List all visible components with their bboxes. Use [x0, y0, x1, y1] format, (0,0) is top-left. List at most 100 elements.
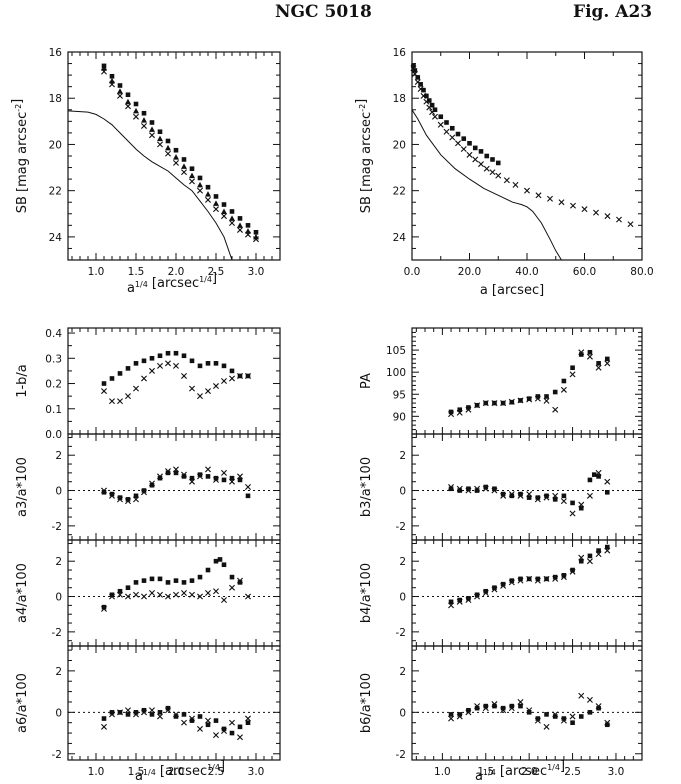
- data-point-cross: [482, 705, 489, 712]
- data-point-cross: [426, 104, 433, 111]
- data-point-square: [149, 712, 155, 717]
- data-point-square: [157, 129, 163, 135]
- data-point-cross: [173, 159, 179, 166]
- data-point-cross: [456, 485, 463, 492]
- data-point-cross: [495, 172, 502, 179]
- y-tick-label: 0: [399, 707, 406, 719]
- data-point-cross: [197, 187, 203, 194]
- data-point-cross: [245, 484, 251, 490]
- data-point-square: [165, 705, 171, 711]
- data-point-square: [205, 722, 211, 728]
- data-point-square: [455, 131, 461, 137]
- data-point-cross: [517, 698, 524, 705]
- data-point-cross: [420, 92, 427, 99]
- data-point-square: [448, 712, 454, 717]
- data-point-square: [229, 209, 235, 214]
- data-point-triangle: [197, 181, 203, 188]
- data-point-square: [544, 493, 549, 499]
- y-tick-label: 18: [393, 93, 406, 105]
- data-point-square: [237, 580, 243, 585]
- data-point-cross: [604, 213, 611, 220]
- y-axis-label: SB [mag arcsec-2]: [10, 99, 30, 214]
- data-point-cross: [149, 707, 155, 714]
- data-point-square: [570, 567, 575, 573]
- data-point-cross: [117, 496, 123, 503]
- plot-frame: [411, 51, 643, 261]
- data-point-cross: [221, 213, 227, 220]
- data-point-square: [490, 157, 495, 162]
- data-point-square: [149, 482, 155, 488]
- data-point-square: [101, 490, 107, 495]
- plot-frame: [411, 539, 643, 647]
- data-point-cross: [101, 605, 107, 612]
- data-point-cross: [552, 575, 559, 582]
- data-point-square: [578, 505, 584, 511]
- data-point-triangle: [205, 191, 211, 197]
- data-point-square: [596, 474, 601, 479]
- data-point-square: [544, 712, 549, 717]
- data-point-triangle: [141, 117, 147, 123]
- data-point-cross: [165, 707, 171, 714]
- data-point-cross: [189, 178, 195, 185]
- x-tick-label: 2.5: [208, 766, 225, 778]
- data-point-square: [412, 68, 418, 73]
- data-point-square: [133, 580, 139, 585]
- data-point-square: [411, 63, 416, 69]
- data-point-cross: [558, 199, 565, 206]
- data-point-cross: [456, 713, 463, 720]
- data-point-cross: [411, 70, 418, 77]
- data-point-cross: [474, 402, 481, 409]
- data-point-cross: [173, 466, 179, 473]
- data-point-square: [500, 581, 506, 587]
- y-tick-label: 0.4: [45, 328, 62, 340]
- x-tick-label: 2.5: [208, 266, 225, 278]
- data-point-triangle: [133, 107, 139, 114]
- data-point-cross: [534, 577, 541, 584]
- data-point-cross: [205, 196, 211, 203]
- data-point-cross: [581, 206, 588, 213]
- data-point-square: [561, 716, 567, 721]
- data-point-cross: [141, 489, 147, 496]
- data-point-square: [101, 716, 107, 721]
- data-point-square: [125, 92, 131, 98]
- data-point-cross: [578, 501, 585, 508]
- data-point-cross: [526, 491, 533, 498]
- x-tick-label: 2.0: [521, 766, 538, 778]
- plot-frame: [411, 327, 643, 435]
- data-point-square: [483, 703, 489, 709]
- data-point-square: [205, 361, 211, 366]
- data-point-square: [117, 588, 123, 594]
- data-point-cross: [448, 602, 455, 609]
- data-point-cross: [109, 711, 115, 718]
- data-point-square: [197, 363, 203, 369]
- data-point-square: [213, 361, 219, 366]
- data-point-cross: [465, 487, 472, 494]
- data-point-cross: [569, 510, 576, 517]
- data-point-square: [535, 394, 541, 399]
- data-point-cross: [229, 375, 235, 382]
- data-point-cross: [512, 181, 519, 188]
- data-point-square: [141, 707, 147, 713]
- data-point-cross: [245, 231, 251, 238]
- data-point-cross: [517, 397, 524, 404]
- data-point-cross: [500, 582, 507, 589]
- data-point-cross: [213, 206, 219, 213]
- data-point-cross: [245, 593, 251, 600]
- data-point-cross: [165, 150, 171, 157]
- data-point-square: [197, 175, 203, 181]
- profile-line: [411, 109, 562, 261]
- data-point-square: [109, 376, 115, 381]
- y-tick-label: 24: [393, 232, 407, 244]
- data-point-square: [578, 714, 584, 719]
- data-point-cross: [437, 121, 444, 128]
- y-axis-label: PA: [359, 373, 374, 389]
- data-point-cross: [604, 547, 611, 554]
- data-point-square: [165, 470, 171, 476]
- data-point-square: [509, 703, 515, 709]
- data-point-cross: [460, 146, 467, 153]
- data-point-square: [189, 718, 195, 723]
- data-point-cross: [221, 378, 227, 384]
- data-point-square: [509, 578, 515, 583]
- data-point-cross: [483, 165, 490, 172]
